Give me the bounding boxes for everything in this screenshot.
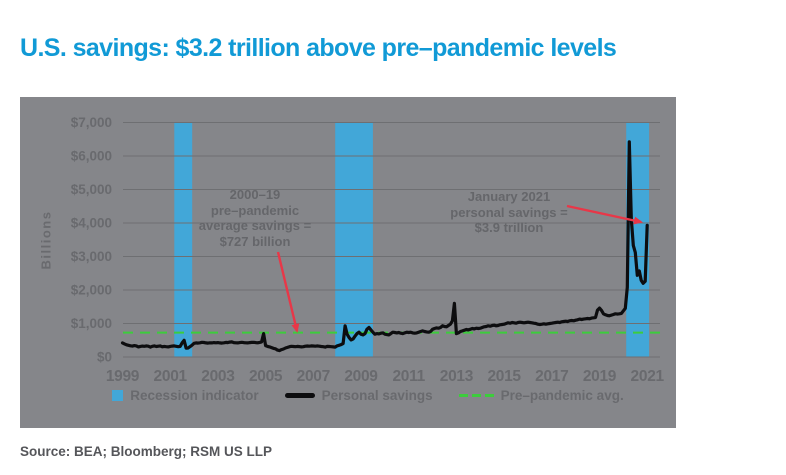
annotation-january-2021-savings: January 2021 personal savings = $3.9 tri…	[450, 189, 568, 235]
legend-item-recession-indicator: Recession indicator	[112, 387, 259, 403]
legend-label: Personal savings	[321, 387, 433, 403]
svg-text:2003: 2003	[201, 368, 235, 385]
savings-line-swatch-icon	[284, 392, 315, 398]
source-credit: Source: BEA; Bloomberg; RSM US LLP	[20, 444, 273, 459]
svg-text:$0: $0	[97, 350, 112, 365]
svg-text:2021: 2021	[631, 368, 665, 385]
svg-text:1999: 1999	[106, 368, 140, 385]
y-axis-label: Billions	[38, 210, 54, 270]
svg-text:2015: 2015	[487, 368, 521, 385]
svg-text:2017: 2017	[535, 368, 568, 385]
chart-legend: Recession indicator Personal savings Pre–p…	[20, 386, 676, 404]
svg-text:2005: 2005	[249, 368, 283, 385]
recession-bands	[174, 122, 650, 357]
svg-text:$5,000: $5,000	[71, 182, 112, 197]
svg-text:$3,000: $3,000	[71, 249, 112, 264]
svg-text:$1,000: $1,000	[71, 316, 112, 331]
legend-label: Pre–pandemic avg.	[500, 387, 624, 403]
gridlines	[123, 122, 660, 358]
svg-text:$7,000: $7,000	[71, 115, 112, 130]
svg-text:2019: 2019	[583, 368, 617, 385]
savings-chart: $0 $1,000 $2,000 $3,000 $4,000 $5,000 $6,000 $7…	[71, 115, 665, 385]
page-title: U.S. savings: $3.2 trillion above pre–pa…	[20, 34, 617, 62]
svg-text:$4,000: $4,000	[71, 216, 112, 231]
svg-text:$2,000: $2,000	[71, 283, 112, 298]
legend-item-pre-pandemic-avg: Pre–pandemic avg.	[458, 387, 624, 403]
annotation-arrows	[276, 204, 643, 333]
svg-text:2007: 2007	[297, 368, 330, 385]
svg-text:2009: 2009	[344, 368, 378, 385]
svg-text:2001: 2001	[154, 368, 188, 385]
svg-text:$6,000: $6,000	[71, 149, 112, 164]
svg-text:2011: 2011	[392, 368, 425, 385]
svg-text:2013: 2013	[440, 368, 474, 385]
avg-dashed-swatch-icon	[458, 393, 494, 397]
annotation-pre-pandemic-average: 2000–19 pre–pandemic average savings = $…	[198, 187, 312, 249]
chart-panel: $0 $1,000 $2,000 $3,000 $4,000 $5,000 $6,000 $7…	[20, 97, 676, 428]
recession-swatch-icon	[112, 389, 124, 401]
y-tick-labels: $0 $1,000 $2,000 $3,000 $4,000 $5,000 $6,000 $7…	[71, 115, 112, 365]
x-tick-labels: 1999 2001 2003 2005 2007 2009 2011 2013 2015 2017…	[106, 368, 665, 385]
legend-label: Recession indicator	[130, 387, 259, 403]
legend-item-personal-savings: Personal savings	[284, 387, 433, 403]
personal-savings-line	[120, 140, 649, 353]
